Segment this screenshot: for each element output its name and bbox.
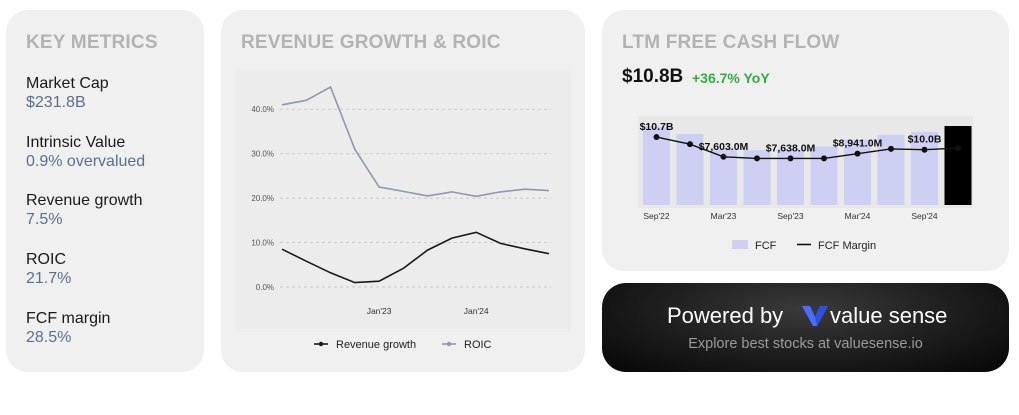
x-tick-label: Mar'24 bbox=[845, 211, 871, 221]
x-tick-label: Jan'23 bbox=[367, 306, 392, 316]
metric-fcf-margin: FCF margin 28.5% bbox=[26, 309, 110, 347]
revenue-growth-line bbox=[281, 231, 550, 284]
x-tick-label: Sep'23 bbox=[777, 211, 803, 221]
fcf-margin-line bbox=[656, 136, 959, 160]
metric-label: Intrinsic Value bbox=[26, 134, 126, 151]
metric-revenue-growth: Revenue growth 7.5% bbox=[26, 191, 143, 229]
fcf-margin-point bbox=[921, 146, 928, 153]
banner-brand-name: value sense bbox=[830, 303, 948, 328]
fcf-margin-point bbox=[653, 134, 660, 141]
metric-value: 0.9% overvalued bbox=[26, 153, 146, 170]
y-tick-label: 20.0% bbox=[251, 194, 274, 203]
x-tick-label: Mar'23 bbox=[711, 211, 737, 221]
y-tick-label: 10.0% bbox=[251, 239, 274, 248]
legend-marker bbox=[318, 341, 324, 347]
x-tick-label: Sep'22 bbox=[643, 211, 669, 221]
legend-label: FCF Margin bbox=[818, 240, 876, 252]
fcf-bar bbox=[810, 146, 838, 205]
x-tick-label: Sep'24 bbox=[911, 211, 937, 221]
fcf-data-label: $10.0B bbox=[908, 134, 942, 146]
fcf-margin-point bbox=[854, 150, 861, 157]
banner-tagline[interactable]: Explore best stocks at valuesense.io bbox=[688, 336, 923, 352]
fcf-margin-point bbox=[720, 153, 727, 160]
fcf-margin-point bbox=[687, 141, 693, 148]
metric-value: 21.7% bbox=[26, 270, 72, 287]
fcf-data-label: $7,638.0M bbox=[766, 142, 816, 154]
fcf-margin-point bbox=[955, 145, 961, 152]
valuesense-logo-icon bbox=[802, 306, 828, 326]
metric-value: 7.5% bbox=[26, 211, 63, 228]
fcf-title: LTM FREE CASH FLOW bbox=[622, 32, 840, 53]
metric-roic: ROIC 21.7% bbox=[26, 250, 71, 288]
metric-value: $231.8B bbox=[26, 94, 86, 111]
roic-line bbox=[281, 85, 550, 198]
revenue-roic-plot-area bbox=[235, 70, 571, 332]
metric-label: Revenue growth bbox=[26, 192, 143, 209]
fcf-margin-point bbox=[821, 155, 827, 162]
y-tick-label: 0.0% bbox=[256, 283, 274, 292]
legend-swatch bbox=[732, 240, 748, 249]
fcf-value: $10.8B bbox=[622, 66, 684, 87]
fcf-yoy-change: +36.7% YoY bbox=[692, 70, 770, 86]
fcf-margin-point bbox=[787, 155, 794, 162]
fcf-margin-point bbox=[888, 145, 894, 152]
banner-powered-text: Powered by bbox=[667, 303, 784, 328]
valuesense-banner[interactable]: Powered by value sense Explore best stoc… bbox=[602, 283, 1009, 372]
metric-label: FCF margin bbox=[26, 310, 111, 327]
fcf-bar bbox=[944, 126, 972, 205]
metric-market-cap: Market Cap $231.8B bbox=[26, 74, 109, 112]
metric-label: Market Cap bbox=[26, 75, 109, 92]
fcf-data-label: $8,941.0M bbox=[833, 138, 883, 150]
legend-label: FCF bbox=[755, 240, 777, 252]
legend-label: ROIC bbox=[464, 339, 492, 351]
revenue-roic-title: REVENUE GROWTH & ROIC bbox=[241, 32, 501, 53]
y-tick-label: 40.0% bbox=[251, 105, 274, 114]
legend-marker bbox=[446, 341, 452, 347]
revenue-roic-chart: 0.0% 10.0% 20.0% 30.0% 40.0% Jan'23 Jan'24 Reve… bbox=[251, 85, 551, 351]
metric-intrinsic-value: Intrinsic Value 0.9% overvalued bbox=[26, 133, 145, 171]
legend-label: Revenue growth bbox=[336, 339, 416, 351]
metric-value: 28.5% bbox=[26, 329, 72, 346]
fcf-bar bbox=[911, 131, 938, 205]
fcf-margin-point bbox=[754, 155, 760, 162]
x-tick-label: Jan'24 bbox=[464, 306, 489, 316]
fcf-chart: $10.7B $7,603.0M $7,638.0M $8,941.0M $10.0B S… bbox=[638, 116, 973, 252]
fcf-bar bbox=[844, 139, 871, 205]
key-metrics-title: KEY METRICS bbox=[26, 32, 158, 53]
fcf-data-label: $7,603.0M bbox=[699, 141, 749, 153]
y-tick-label: 30.0% bbox=[251, 150, 274, 159]
fcf-card: LTM FREE CASH FLOW $10.8B +36.7% YoY $10… bbox=[602, 10, 1009, 271]
fcf-data-label: $10.7B bbox=[640, 121, 674, 133]
metric-label: ROIC bbox=[26, 251, 66, 268]
revenue-roic-card: REVENUE GROWTH & ROIC 0.0% 10.0% 20.0% 30.0… bbox=[221, 10, 585, 372]
key-metrics-card: KEY METRICS Market Cap $231.8B Intrinsic… bbox=[6, 10, 204, 372]
